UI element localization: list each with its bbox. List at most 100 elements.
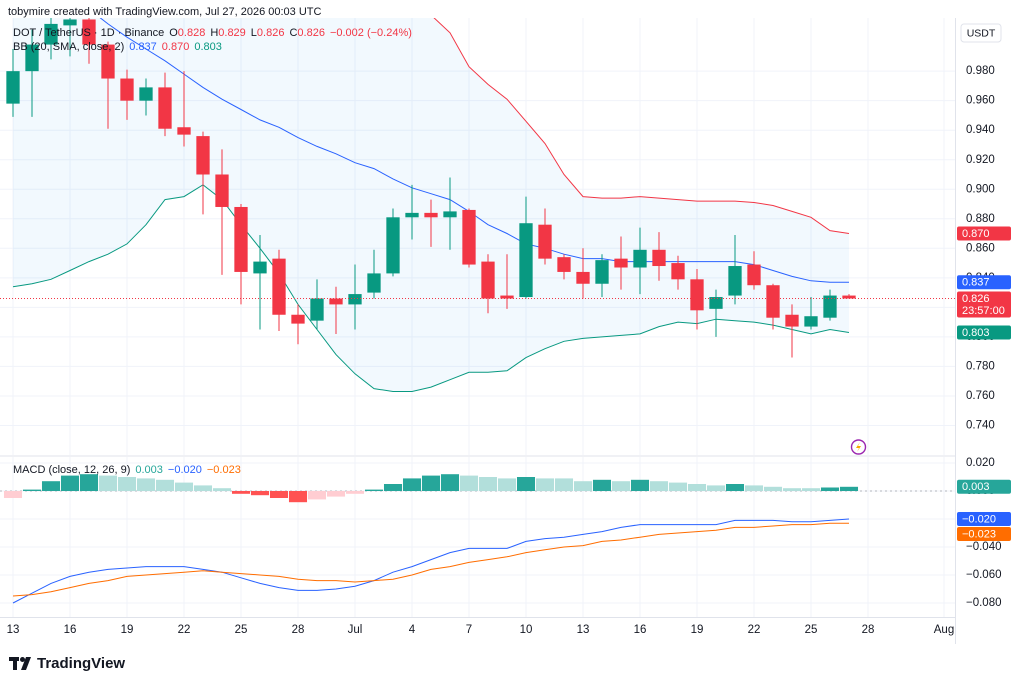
y-tick-label: 0.880: [966, 213, 995, 225]
ohlc-value: 0.829: [218, 27, 246, 39]
candle-body: [424, 212, 438, 218]
candle-body: [215, 174, 229, 207]
symbol-title: DOT / TetherUS · 1D · Binance: [13, 27, 164, 39]
candle-body: [6, 71, 20, 104]
logo-stem: [13, 657, 17, 670]
y-tick-label: −0.040: [966, 541, 1002, 553]
histogram-bar: [440, 474, 460, 491]
candle-body: [747, 264, 761, 286]
candle-body: [823, 295, 837, 318]
y-tick-label: −0.060: [966, 569, 1002, 581]
bb-upper: [433, 18, 850, 234]
candle-body: [272, 258, 286, 315]
y-tick-label: 0.760: [966, 390, 995, 402]
candle-body: [633, 249, 647, 268]
symbol-legend: DOT / TetherUS · 1D · Binance O0.828 H0.82…: [13, 27, 412, 39]
price-badge: [957, 479, 1011, 494]
y-tick-label: 0.780: [966, 360, 995, 372]
price-badge-label: 0.826: [962, 293, 990, 305]
histogram-bar: [136, 478, 156, 491]
candle-body: [462, 209, 476, 265]
candle-body: [500, 295, 514, 299]
candle-body: [367, 273, 381, 293]
logo-text: TradingView: [37, 655, 125, 672]
price-badge-label: −0.023: [962, 528, 996, 540]
candle-body: [595, 260, 609, 284]
currency: USDT: [967, 27, 996, 39]
candle-body: [652, 249, 666, 267]
histogram-bar: [649, 481, 669, 491]
histogram-bar: [326, 491, 346, 497]
price-badge-label: −0.020: [962, 513, 996, 525]
x-tick-label: 25: [805, 624, 818, 636]
histogram-bar: [288, 491, 308, 503]
histogram-bar: [763, 486, 783, 491]
histogram-bar: [383, 484, 403, 491]
candle-body: [785, 314, 799, 327]
histogram-bar: [3, 491, 23, 498]
macd-line: [12, 518, 850, 604]
histogram-bar: [725, 484, 745, 491]
watermark: tobymire created with TradingView.com, J…: [8, 6, 322, 18]
bb-value: 0.837: [129, 41, 157, 53]
macd-title: MACD (close, 12, 26, 9): [13, 464, 130, 476]
candle-body: [443, 211, 457, 218]
candle-body: [386, 217, 400, 274]
histogram-bar: [60, 475, 80, 491]
ohlc-value: 0.828: [178, 27, 206, 39]
price-badge: [957, 512, 1011, 526]
x-tick-label: Aug: [934, 624, 954, 636]
price-pane: [0, 18, 955, 392]
histogram-bar: [231, 491, 251, 494]
histogram-bar: [250, 491, 270, 496]
histogram-bar: [782, 488, 802, 491]
macd-pane: [0, 474, 955, 604]
candle-body: [291, 314, 305, 324]
y-tick-label: 0.980: [966, 65, 995, 77]
candle-body: [310, 298, 324, 321]
candle-body: [177, 127, 191, 135]
candle-body: [139, 87, 153, 101]
x-axis: 13 16 19 22 25 28 Jul 4 7 10 13 16 19 22 25 28 Aug: [7, 624, 955, 636]
histogram-bar: [630, 479, 650, 491]
candle-body: [671, 263, 685, 280]
y-tick-label: 0.920: [966, 154, 995, 166]
histogram-bar: [174, 482, 194, 491]
change: −0.002 (−0.24%): [330, 27, 412, 39]
bb-legend: BB (20, SMA, close, 2) 0.837 0.870 0.803: [13, 41, 222, 53]
histogram-bar: [364, 489, 384, 491]
x-tick-label: 16: [634, 624, 647, 636]
histogram-bar: [98, 475, 118, 491]
ohlc-value: 0.826: [297, 27, 325, 39]
x-tick-label: 25: [235, 624, 248, 636]
alert-icon[interactable]: [850, 439, 867, 455]
logo-dot: [20, 657, 25, 662]
histogram-bar: [839, 486, 859, 491]
bb-value: 0.803: [194, 41, 222, 53]
candle-body: [405, 212, 419, 218]
bb-title: BB (20, SMA, close, 2): [13, 41, 124, 53]
x-tick-label: 28: [292, 624, 305, 636]
histogram-bar: [535, 478, 555, 491]
histogram-bar: [193, 485, 213, 491]
bb-basis: [99, 18, 849, 283]
currency-box[interactable]: [960, 23, 1002, 43]
histogram-bar: [573, 481, 593, 491]
logo-slash: [21, 657, 31, 670]
histogram-bar: [611, 481, 631, 491]
candle-body: [82, 19, 96, 45]
histogram-bar: [478, 477, 498, 491]
histogram-bar: [269, 491, 289, 498]
signal-line: [12, 522, 849, 597]
histogram-bar: [421, 475, 441, 491]
histogram-bar: [592, 479, 612, 491]
histogram-bar: [516, 477, 536, 491]
x-tick-label: 16: [64, 624, 77, 636]
macd-value: −0.020: [168, 464, 202, 476]
candle-body: [101, 44, 115, 79]
x-tick-label: 19: [691, 624, 704, 636]
candle-body: [25, 44, 39, 72]
price-badge: [957, 527, 1011, 541]
